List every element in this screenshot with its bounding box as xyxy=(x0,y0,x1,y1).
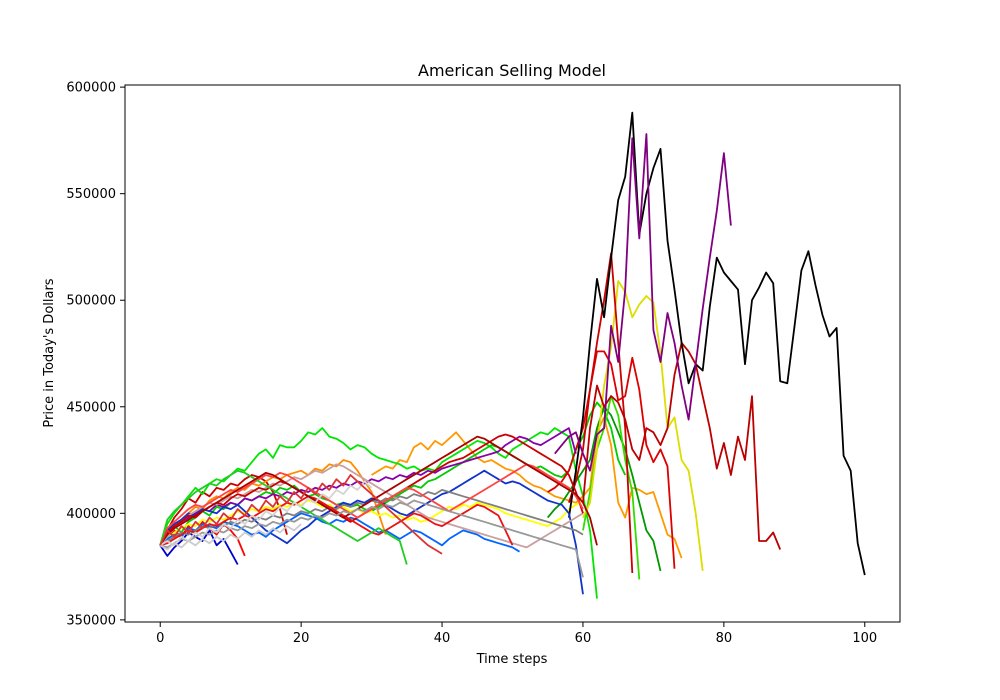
series-line-29 xyxy=(159,474,443,555)
series-line-24 xyxy=(159,469,408,565)
series-line-23 xyxy=(159,463,584,546)
y-tick-label: 550000 xyxy=(66,187,116,202)
series-line-28 xyxy=(159,523,302,551)
x-tick-label: 80 xyxy=(716,631,733,646)
series-line-11 xyxy=(568,252,634,574)
x-tick-label: 40 xyxy=(434,631,451,646)
series-line-25 xyxy=(159,435,598,546)
chart-title: American Selling Model xyxy=(418,61,606,80)
series-line-14 xyxy=(554,133,732,472)
y-axis: 350000 400000 450000 500000 550000 600000 xyxy=(66,81,125,628)
x-tick-label: 100 xyxy=(852,631,877,646)
series-line-13 xyxy=(568,111,866,576)
y-tick-label: 450000 xyxy=(66,400,116,415)
series-line-3 xyxy=(371,416,683,559)
y-tick-label: 500000 xyxy=(66,294,116,309)
x-axis-title: Time steps xyxy=(476,652,548,667)
series-line-22 xyxy=(159,495,514,547)
y-tick-label: 350000 xyxy=(66,613,116,628)
series-line-8 xyxy=(582,280,704,572)
series-line-17 xyxy=(159,469,584,595)
x-tick-label: 60 xyxy=(575,631,592,646)
x-tick-label: 0 xyxy=(156,631,164,646)
y-tick-label: 400000 xyxy=(66,507,116,522)
series-line-10 xyxy=(547,350,676,569)
y-tick-label: 600000 xyxy=(66,81,116,96)
plot-frame xyxy=(124,84,901,623)
series-line-9 xyxy=(159,499,584,546)
x-tick-label: 20 xyxy=(293,631,310,646)
y-axis-title: Price in Today's Dollars xyxy=(42,278,57,427)
series-layer xyxy=(159,111,866,599)
series-line-0 xyxy=(159,520,246,557)
x-axis: 0 20 40 60 80 100 xyxy=(156,622,877,646)
series-line-27 xyxy=(159,480,373,547)
